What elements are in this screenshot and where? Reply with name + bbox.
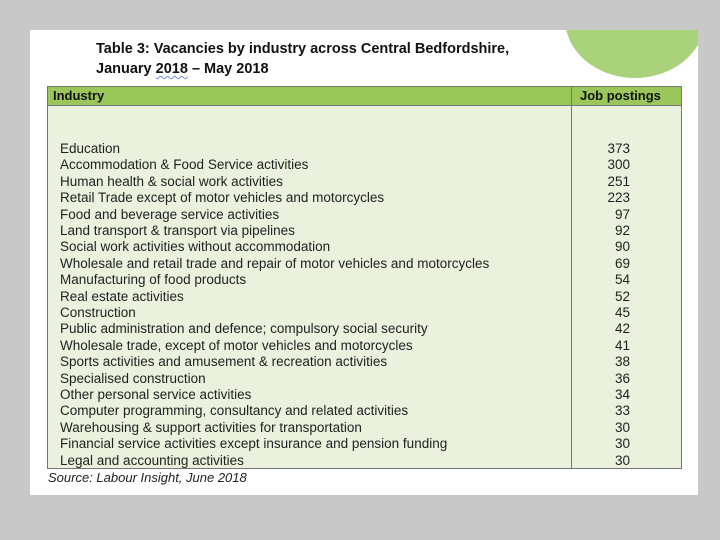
industry-name: Wholesale and retail trade and repair of… — [60, 255, 490, 271]
slide: Table 3: Vacancies by industry across Ce… — [30, 30, 698, 495]
table-row: Education 373 — [48, 141, 681, 158]
job-postings-value: 300 — [607, 157, 630, 173]
job-postings-value: 373 — [607, 141, 630, 156]
industry-name: Computer programming, consultancy and re… — [60, 403, 409, 419]
table-header: Industry Job postings — [48, 87, 681, 106]
table-row: Real estate activities 52 — [48, 289, 681, 306]
table-row: Wholesale trade, except of motor vehicle… — [48, 338, 681, 355]
industry-name: Other personal service activities — [60, 387, 252, 402]
job-postings-value: 41 — [614, 337, 630, 353]
table-row: Land transport & transport via pipelines… — [48, 223, 681, 240]
job-postings-value: 90 — [614, 239, 630, 255]
industry-name: Retail Trade except of motor vehicles an… — [60, 190, 385, 206]
job-postings-value: 38 — [614, 354, 630, 370]
industry-name: Social work activities without accommoda… — [60, 239, 331, 255]
table-row: Manufacturing of food products 54 — [48, 272, 681, 289]
job-postings-value: 97 — [614, 206, 630, 222]
industry-name: Real estate activities — [60, 288, 184, 304]
industry-name: Construction — [60, 305, 136, 320]
industry-name: Land transport & transport via pipelines — [60, 223, 295, 238]
title-line-2: January 2018 – May 2018 — [96, 61, 269, 77]
job-postings-value: 92 — [614, 223, 630, 238]
industry-name: Wholesale trade, except of motor vehicle… — [60, 337, 413, 353]
job-postings-value: 30 — [614, 452, 630, 468]
job-postings-value: 30 — [614, 436, 630, 452]
industry-name: Manufacturing of food products — [60, 272, 247, 288]
source-note: Source: Labour Insight, June 2018 — [48, 470, 247, 485]
table-row: Other personal service activities 34 — [48, 387, 681, 404]
job-postings-value: 69 — [614, 255, 630, 271]
table-title: Table 3: Vacancies by industry across Ce… — [96, 39, 556, 79]
job-postings-value: 45 — [614, 305, 630, 320]
industry-name: Legal and accounting activities — [60, 452, 244, 468]
table-row: Specialised construction 36 — [48, 371, 681, 388]
title-year: 2018 — [155, 61, 188, 77]
header-industry: Industry — [53, 88, 105, 103]
vacancies-table: Industry Job postings Education 373 Accomm… — [47, 86, 682, 469]
table-row: Warehousing & support activities for tra… — [48, 420, 681, 437]
job-postings-value: 54 — [614, 272, 630, 288]
industry-name: Sports activities and amusement & recrea… — [60, 354, 388, 370]
table-row: Accommodation & Food Service activities 3… — [48, 157, 681, 174]
table-row: Construction 45 — [48, 305, 681, 322]
industry-name: Specialised construction — [60, 370, 206, 386]
table-row: Public administration and defence; compu… — [48, 321, 681, 338]
industry-name: Accommodation & Food Service activities — [60, 157, 309, 173]
table-row: Wholesale and retail trade and repair of… — [48, 256, 681, 273]
job-postings-value: 30 — [614, 419, 630, 435]
job-postings-value: 223 — [607, 190, 630, 206]
decorative-circle — [565, 30, 698, 78]
table-row: Financial service activities except insu… — [48, 436, 681, 453]
job-postings-value: 36 — [614, 370, 630, 386]
table-row: Sports activities and amusement & recrea… — [48, 354, 681, 371]
table-row: Retail Trade except of motor vehicles an… — [48, 190, 681, 207]
header-job-postings: Job postings — [580, 88, 661, 103]
table-row: Legal and accounting activities 30 — [48, 453, 681, 470]
industry-name: Food and beverage service activities — [60, 206, 280, 222]
table-row: Social work activities without accommoda… — [48, 239, 681, 256]
job-postings-value: 251 — [607, 173, 630, 189]
table-row: Food and beverage service activities 97 — [48, 207, 681, 224]
table-row: Computer programming, consultancy and re… — [48, 403, 681, 420]
job-postings-value: 42 — [614, 321, 630, 337]
job-postings-value: 52 — [614, 288, 630, 304]
job-postings-value: 33 — [614, 403, 630, 419]
industry-name: Human health & social work activities — [60, 173, 283, 189]
table-row: Human health & social work activities 251 — [48, 174, 681, 191]
industry-name: Financial service activities except insu… — [60, 436, 448, 452]
industry-name: Public administration and defence; compu… — [60, 321, 428, 337]
job-postings-value: 34 — [614, 387, 630, 402]
industry-name: Warehousing & support activities for tra… — [60, 419, 362, 435]
industry-name: Education — [60, 141, 121, 156]
title-line-1: Table 3: Vacancies by industry across Ce… — [96, 41, 510, 57]
column-divider — [571, 87, 572, 468]
